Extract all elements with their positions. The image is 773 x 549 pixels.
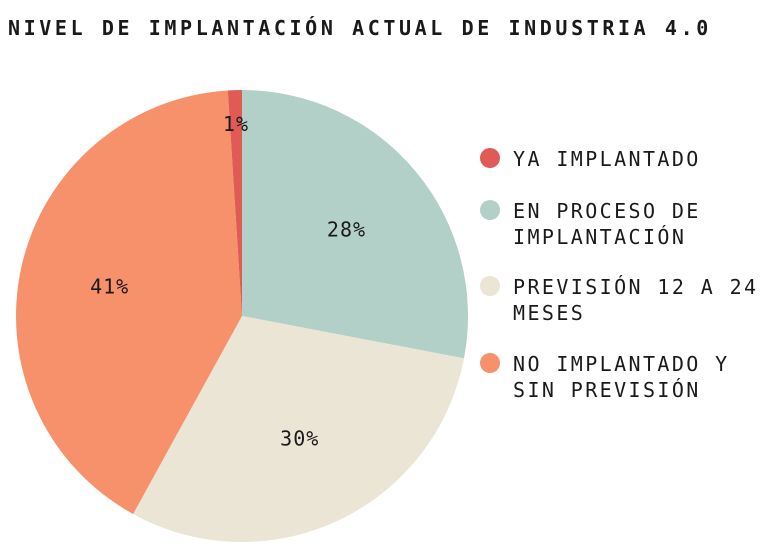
legend-label: YA IMPLANTADO [513, 147, 701, 171]
legend-swatch [480, 148, 500, 168]
legend-swatch [480, 200, 500, 220]
slice-data-label: 1% [223, 112, 249, 136]
slice-data-label: 30% [280, 427, 319, 451]
legend-item-ya-implantado: YA IMPLANTADO [480, 146, 773, 172]
legend-item-prevision: PREVISIÓN 12 A 24 MESES [480, 274, 773, 326]
legend-label: NO IMPLANTADO Y SIN PREVISIÓN [513, 352, 730, 402]
legend-swatch [480, 276, 500, 296]
pie-slice [16, 90, 243, 515]
legend-label: EN PROCESO DE IMPLANTACIÓN [513, 199, 701, 249]
legend-item-en-proceso: EN PROCESO DE IMPLANTACIÓN [480, 198, 773, 250]
legend-item-no-implantado: NO IMPLANTADO Y SIN PREVISIÓN [480, 351, 773, 403]
chart-title: NIVEL DE IMPLANTACIÓN ACTUAL DE INDUSTRI… [8, 16, 712, 40]
legend-swatch [480, 353, 500, 373]
pie-slice [227, 90, 242, 316]
pie-slice [242, 90, 468, 359]
legend-label: PREVISIÓN 12 A 24 MESES [513, 275, 759, 325]
pie-slice [133, 316, 464, 542]
slice-data-label: 41% [90, 274, 129, 298]
slice-data-label: 28% [327, 218, 366, 242]
